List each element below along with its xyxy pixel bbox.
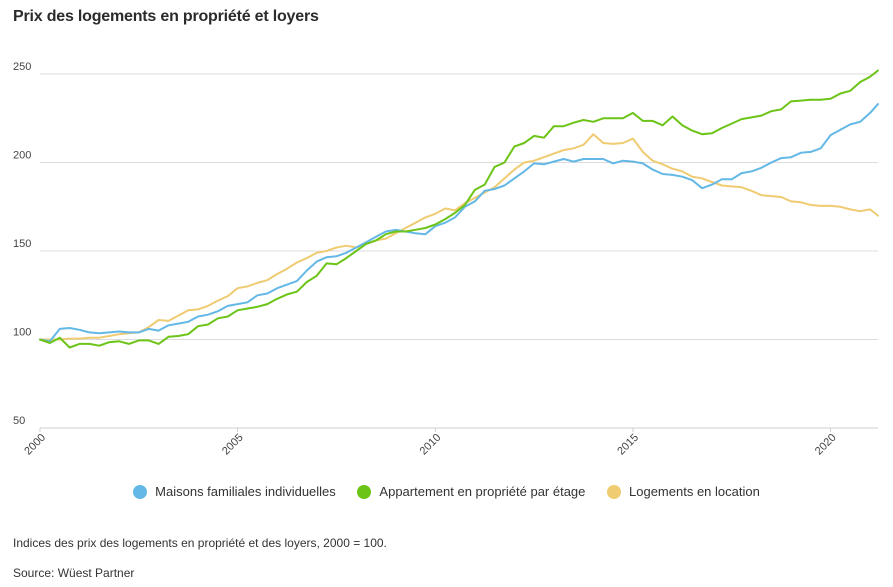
x-tick-label-2005: 2005 (220, 432, 246, 458)
y-tick-label-150: 150 (13, 238, 31, 250)
x-tick-label-2000: 2000 (22, 432, 48, 458)
x-tick-label-2015: 2015 (615, 432, 641, 458)
line-chart: 50 100 150 200 250 2000 2005 2010 2015 2020 (13, 61, 879, 458)
chart-source: Source: Wüest Partner (13, 566, 135, 580)
series-line-2 (39, 133, 879, 341)
legend-item-location[interactable]: Logements en location (607, 484, 760, 499)
legend-label-appartement: Appartement en propriété par étage (379, 484, 586, 499)
legend: Maisons familiales individuelles Apparte… (0, 484, 893, 502)
series-line-1 (39, 69, 879, 349)
chart-note: Indices des prix des logements en propri… (13, 536, 387, 550)
legend-label-maisons: Maisons familiales individuelles (155, 484, 336, 499)
y-tick-label-200: 200 (13, 150, 31, 162)
legend-swatch-location (607, 484, 622, 499)
y-axis: 50 100 150 200 250 (13, 61, 31, 427)
x-axis: 2000 2005 2010 2015 2020 (22, 428, 839, 458)
x-tick-label-2010: 2010 (418, 432, 444, 458)
grid-lines (40, 73, 878, 429)
chart-title: Prix des logements en propriété et loyer… (13, 8, 319, 25)
legend-swatch-appartement (357, 484, 372, 499)
x-tick-label-2020: 2020 (813, 432, 839, 458)
legend-item-maisons[interactable]: Maisons familiales individuelles (133, 484, 336, 499)
y-tick-label-50: 50 (13, 415, 25, 427)
legend-label-location: Logements en location (629, 484, 760, 499)
legend-item-appartement[interactable]: Appartement en propriété par étage (357, 484, 585, 499)
y-tick-label-250: 250 (13, 61, 31, 73)
series-line-0 (39, 103, 879, 343)
series-lines (39, 69, 879, 349)
legend-swatch-maisons (133, 484, 148, 499)
y-tick-label-100: 100 (13, 327, 31, 339)
